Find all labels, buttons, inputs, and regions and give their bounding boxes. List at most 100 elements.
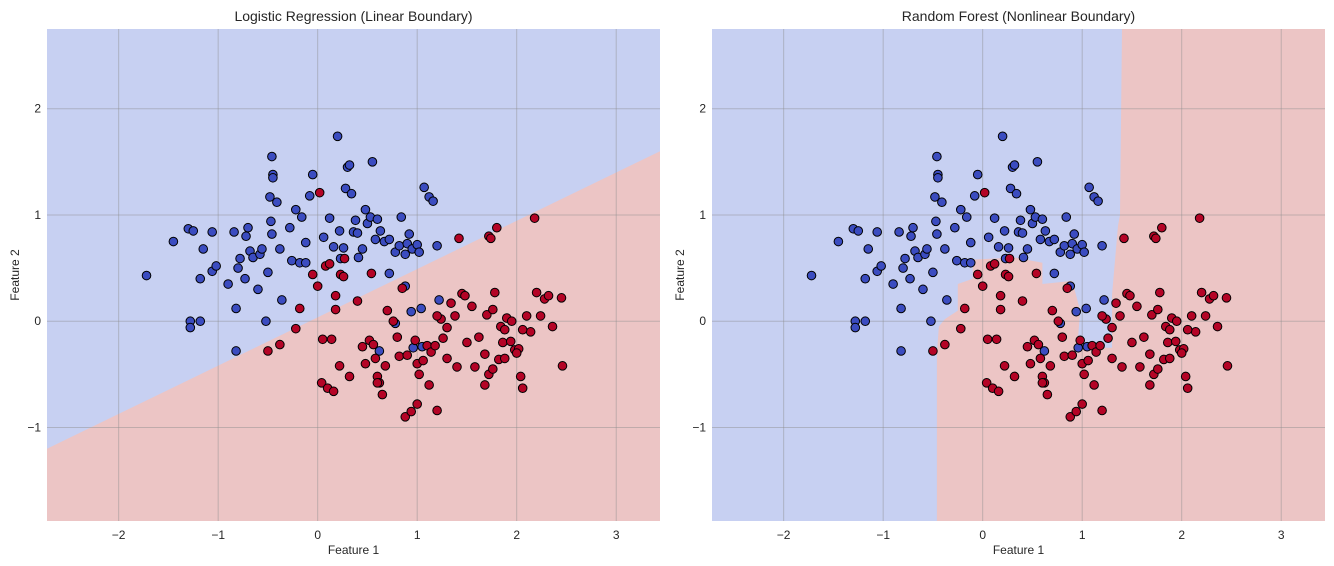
point-class-0: [993, 242, 1004, 252]
y-tick-label: −1: [692, 420, 706, 434]
point-class-0: [384, 234, 395, 245]
point-class-0: [1005, 183, 1016, 194]
y-tick-label: −1: [27, 420, 41, 434]
point-class-1: [1062, 283, 1073, 294]
point-class-1: [497, 337, 508, 348]
point-class-0: [207, 227, 217, 237]
point-class-0: [307, 169, 318, 180]
point-class-1: [330, 304, 341, 315]
point-class-1: [1194, 213, 1205, 223]
point-class-1: [1155, 287, 1165, 298]
point-class-0: [353, 252, 364, 263]
point-class-1: [442, 322, 452, 333]
point-class-1: [977, 281, 988, 291]
point-class-0: [1049, 234, 1060, 245]
point-class-1: [454, 233, 464, 244]
point-class-1: [1025, 358, 1036, 369]
point-class-0: [906, 231, 916, 242]
x-tick-label: 2: [513, 528, 520, 542]
x-tick-label: 1: [414, 528, 421, 542]
point-class-1: [491, 222, 502, 233]
point-class-0: [860, 316, 871, 327]
panel-logistic-regression: −2 −1 0 1 2 3 −1 0 1 2 Logistic Regression (Linear…: [8, 8, 660, 557]
point-class-0: [198, 244, 209, 254]
point-class-1: [316, 378, 327, 388]
region-class-1: [936, 29, 1325, 521]
point-class-1: [535, 311, 546, 321]
point-class-0: [233, 263, 243, 273]
point-class-0: [999, 226, 1010, 236]
point-class-0: [275, 244, 285, 254]
point-class-0: [406, 306, 417, 317]
point-class-1: [488, 364, 498, 374]
point-class-1: [1182, 324, 1193, 335]
point-class-0: [965, 237, 976, 248]
point-class-1: [1164, 353, 1175, 364]
point-class-0: [1025, 204, 1036, 215]
point-class-0: [243, 222, 253, 233]
point-class-1: [1053, 316, 1064, 327]
point-class-1: [1059, 351, 1070, 362]
point-class-0: [434, 295, 444, 305]
point-class-1: [1171, 316, 1182, 327]
point-class-1: [557, 361, 568, 371]
point-class-1: [1111, 298, 1121, 308]
point-class-0: [896, 346, 906, 356]
point-class-0: [972, 169, 983, 180]
point-class-0: [300, 237, 311, 248]
y-axis-label: Feature 2: [8, 249, 22, 301]
point-class-1: [314, 187, 325, 198]
y-tick-label: 0: [699, 314, 706, 328]
point-class-0: [961, 212, 972, 222]
point-class-1: [339, 253, 350, 264]
point-class-1: [446, 298, 456, 308]
point-class-0: [905, 273, 915, 284]
point-class-1: [406, 406, 417, 417]
point-class-1: [531, 287, 542, 298]
point-class-0: [1079, 247, 1089, 257]
point-class-1: [1139, 332, 1149, 342]
x-tick-label: 0: [314, 528, 321, 542]
point-class-0: [894, 227, 904, 237]
point-class-0: [969, 191, 980, 201]
point-class-1: [1117, 362, 1127, 372]
point-class-1: [1176, 348, 1187, 358]
point-class-0: [997, 131, 1008, 142]
point-class-0: [223, 279, 233, 289]
point-class-0: [195, 316, 206, 327]
point-class-0: [229, 227, 239, 237]
point-class-1: [1003, 271, 1014, 282]
point-class-1: [1153, 364, 1163, 374]
point-class-1: [1095, 340, 1105, 351]
point-class-1: [547, 321, 558, 332]
point-class-0: [1011, 188, 1022, 199]
point-class-1: [989, 259, 1000, 269]
point-class-0: [334, 226, 345, 236]
point-class-0: [277, 295, 287, 305]
point-class-1: [499, 353, 510, 364]
x-axis-label: Feature 1: [328, 543, 380, 557]
point-class-0: [384, 268, 395, 279]
point-class-1: [392, 332, 403, 342]
point-class-1: [462, 337, 472, 348]
point-class-0: [350, 215, 361, 226]
point-class-0: [937, 197, 947, 208]
point-class-1: [1047, 305, 1058, 316]
point-class-1: [482, 310, 492, 320]
point-class-0: [357, 244, 368, 254]
point-class-0: [896, 303, 906, 314]
x-tick-label: 3: [1278, 528, 1285, 542]
point-class-0: [1037, 214, 1048, 225]
point-class-0: [872, 227, 882, 237]
point-class-0: [928, 267, 938, 278]
point-class-1: [995, 304, 1006, 315]
point-class-1: [275, 339, 285, 350]
point-class-1: [402, 350, 413, 361]
point-class-1: [1132, 301, 1142, 312]
point-class-0: [253, 284, 263, 295]
point-class-1: [1196, 287, 1207, 298]
point-class-0: [296, 212, 307, 222]
x-tick-label: −2: [112, 528, 126, 542]
point-class-1: [959, 303, 970, 314]
